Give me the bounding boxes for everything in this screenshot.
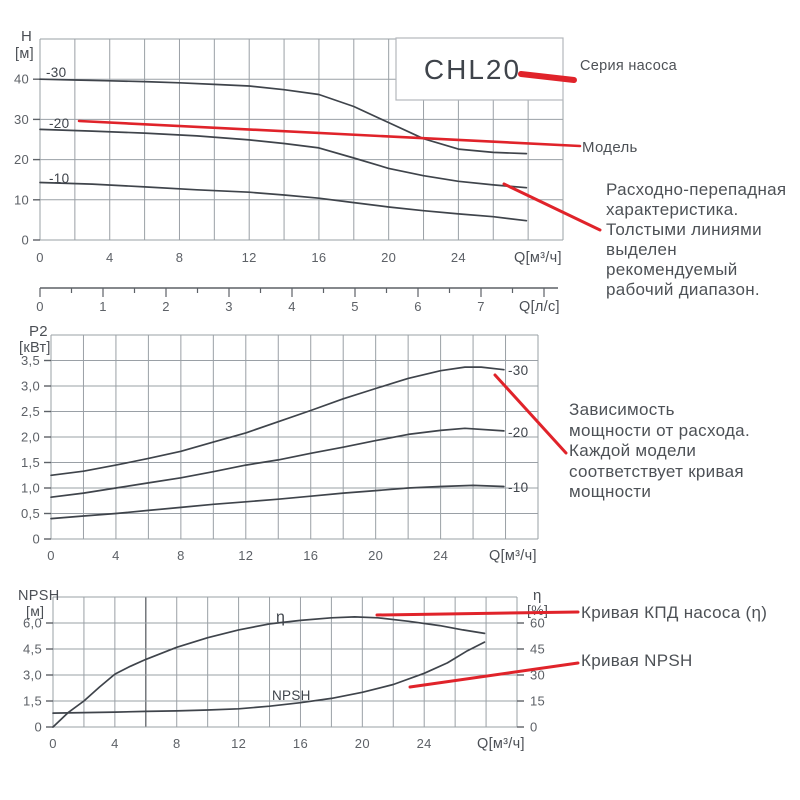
lps-tick-label: 4 (288, 299, 296, 314)
head-flow-xtick-label: 16 (311, 250, 326, 265)
power-flow-ytick-label: 2,0 (21, 430, 40, 445)
power-flow-ytick-label: 3,5 (21, 353, 40, 368)
lps-tick-label: 3 (225, 299, 233, 314)
head-flow-xtick-label: 8 (176, 250, 184, 265)
power-flow-xtick-label: 12 (238, 548, 253, 563)
model-pointer (77, 119, 582, 148)
lps-tick-label: 7 (477, 299, 485, 314)
power-flow-curve--30 (50, 366, 505, 477)
npsh-eff-ytick-label: 3,0 (23, 668, 42, 683)
npsh-eff-ytick-label: 1,5 (23, 694, 42, 709)
head-flow-xtick-label: 24 (451, 250, 466, 265)
power-flow-chart: 0 0,5 1,0 1,5 2,0 2,5 3,0 3,5 0 4 8 12 16 20 24 Q[м³/ч]… (19, 323, 539, 564)
power-flow-ytick-label: 3,0 (21, 379, 40, 394)
annotation-model-label: Модель (582, 139, 638, 156)
power-flow-ytick-label: 0,5 (21, 506, 40, 521)
npsh-eff-label-[%]: [%] (527, 602, 548, 618)
power-flow-label-P2: P2 (29, 323, 48, 340)
annotation-power-note: Зависимость мощности от расхода. Каждой … (569, 400, 750, 501)
head-flow-ytick-label: 40 (14, 72, 29, 87)
annotation-series-label: Серия насоса (580, 58, 678, 74)
npsh-eff-xtick-label: 0 (49, 736, 57, 751)
power-flow-ytick-label: 2,5 (21, 404, 40, 419)
power-flow-curve--20 (50, 427, 505, 499)
annotation-npsh-note: Кривая NPSH (581, 651, 693, 670)
head-flow-ytick-label: 20 (14, 152, 29, 167)
power-flow-xtick-label: 24 (433, 548, 448, 563)
power-flow-curve--10 (50, 484, 505, 520)
lps-tick-label: 6 (414, 299, 422, 314)
npsh-pointer (408, 661, 580, 689)
head-flow-xtick-label: 20 (381, 250, 396, 265)
eff-pointer (375, 610, 580, 617)
power-flow-xtick-label: 4 (112, 548, 120, 563)
npsh-eff-xtick-label: 24 (417, 736, 432, 751)
npsh-eff-label-[м]: [м] (26, 603, 44, 619)
head-flow-label--30: -30 (46, 65, 66, 80)
npsh-eff-ytick-label: 0 (34, 720, 42, 735)
head-flow-x-unit-label: Q[м³/ч] (514, 250, 562, 266)
npsh-eff-y2tick-label: 0 (530, 720, 538, 735)
npsh-eff-y2tick-label: 30 (530, 668, 545, 683)
power-flow-label--10: -10 (508, 480, 528, 495)
npsh-eff-label-η: η (533, 587, 542, 604)
npsh-eff-x-unit-label: Q[м³/ч] (477, 736, 525, 752)
head-flow-xtick-label: 0 (36, 250, 44, 265)
head-flow-curve--30 (39, 78, 528, 155)
power-flow-x-unit-label: Q[м³/ч] (489, 548, 537, 564)
npsh-eff-label-NPSH: NPSH (18, 588, 60, 604)
npsh-eff-curve-eta (52, 616, 486, 728)
npsh-eff-xtick-label: 16 (293, 736, 308, 751)
npsh-eff-ytick-label: 6,0 (23, 616, 42, 631)
head-flow-label--20: -20 (49, 116, 69, 131)
head-flow-ytick-label: 10 (14, 192, 29, 207)
range-pointer (502, 182, 602, 232)
power-flow-label--30: -30 (508, 363, 528, 378)
lps-tick-label: 2 (162, 299, 170, 314)
power-flow-xtick-label: 8 (177, 548, 185, 563)
power-flow-xtick-label: 16 (303, 548, 318, 563)
power-flow-xtick-label: 0 (47, 548, 55, 563)
head-flow-ytick-label: 30 (14, 112, 29, 127)
npsh-eff-xtick-label: 8 (173, 736, 181, 751)
npsh-eff-label-NPSH: NPSH (272, 688, 311, 703)
npsh-eff-xtick-label: 12 (231, 736, 246, 751)
power-flow-ytick-label: 1,5 (21, 455, 40, 470)
npsh-eff-curve-NPSH (52, 641, 486, 714)
head-flow-curve--10 (39, 181, 528, 222)
npsh-eff-xtick-label: 4 (111, 736, 119, 751)
power-pointer (493, 373, 568, 455)
series-box: CHL20 (395, 37, 564, 101)
lps-tick-label: 0 (36, 299, 44, 314)
annotation-pointers (77, 71, 602, 689)
head-flow-xtick-label: 12 (242, 250, 257, 265)
head-flow-xtick-label: 4 (106, 250, 114, 265)
npsh-eff-y2tick-label: 45 (530, 642, 545, 657)
head-flow-label-H: H (21, 28, 32, 45)
lps-tick-label: 1 (99, 299, 107, 314)
head-flow-label-[м]: [м] (15, 46, 34, 62)
annotation-hq-note: Расходно-перепадная характеристика. Толс… (606, 180, 787, 299)
head-flow-curve--20 (39, 128, 528, 189)
power-flow-label-[кВт]: [кВт] (19, 340, 51, 356)
npsh-eff-chart: 0 1,5 3,0 4,5 6,0 0 15 30 45 60 0 4 8 12 16 20 24 Q[м³/ч]… (18, 587, 548, 752)
npsh-eff-ytick-label: 4,5 (23, 642, 42, 657)
power-flow-ytick-label: 0 (32, 532, 40, 547)
power-flow-xtick-label: 20 (368, 548, 383, 563)
head-flow-ytick-label: 0 (21, 233, 29, 248)
lps-unit-label: Q[л/с] (519, 299, 560, 315)
npsh-eff-y2tick-label: 15 (530, 694, 545, 709)
power-flow-label--20: -20 (508, 425, 528, 440)
npsh-eff-y2tick-label: 60 (530, 616, 545, 631)
power-flow-ytick-label: 1,0 (21, 481, 40, 496)
series-box-rect (395, 37, 564, 101)
annotation-efficiency-note: Кривая КПД насоса (η) (581, 603, 768, 622)
series-box-label: CHL20 (424, 54, 521, 85)
lps-tick-label: 5 (351, 299, 359, 314)
npsh-eff-xtick-label: 20 (355, 736, 370, 751)
series-pointer (518, 71, 577, 83)
npsh-eff-label-η: η (276, 609, 285, 626)
